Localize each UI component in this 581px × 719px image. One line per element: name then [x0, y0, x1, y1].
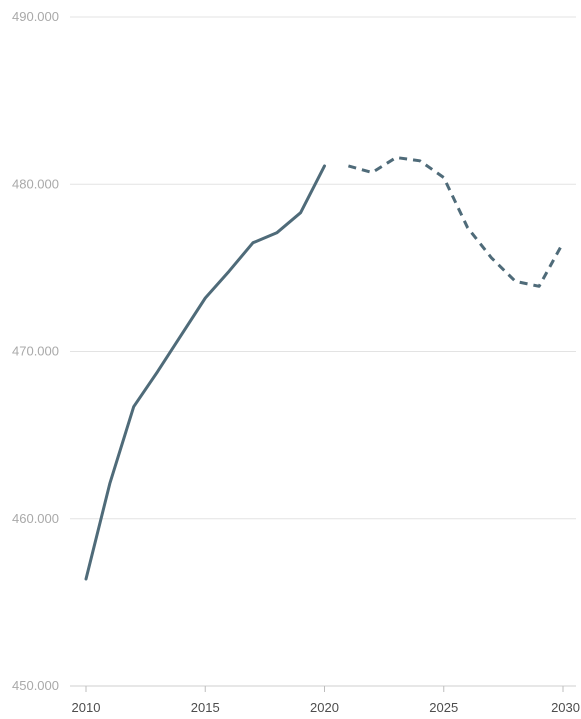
- y-tick-label: 490.000: [12, 9, 59, 24]
- y-tick-label: 480.000: [12, 176, 59, 191]
- y-tick-label: 460.000: [12, 511, 59, 526]
- historical-series-line: [84, 164, 326, 581]
- x-tick-label: 2015: [191, 700, 220, 715]
- y-tick-label: 450.000: [12, 678, 59, 693]
- x-tick-label: 2025: [429, 700, 458, 715]
- x-tick-label: 2010: [72, 700, 101, 715]
- x-axis: [85, 686, 564, 692]
- y-axis: 490.000 480.000 470.000 460.000 450.000: [12, 9, 59, 693]
- x-tick-label: 2030: [551, 700, 580, 715]
- gridlines: [70, 16, 576, 687]
- series: [84, 156, 565, 581]
- forecast-series-line: [347, 156, 565, 288]
- x-tick-label: 2020: [310, 700, 339, 715]
- y-tick-label: 470.000: [12, 344, 59, 359]
- x-axis-labels: 2010 2015 2020 2025 2030: [72, 700, 580, 715]
